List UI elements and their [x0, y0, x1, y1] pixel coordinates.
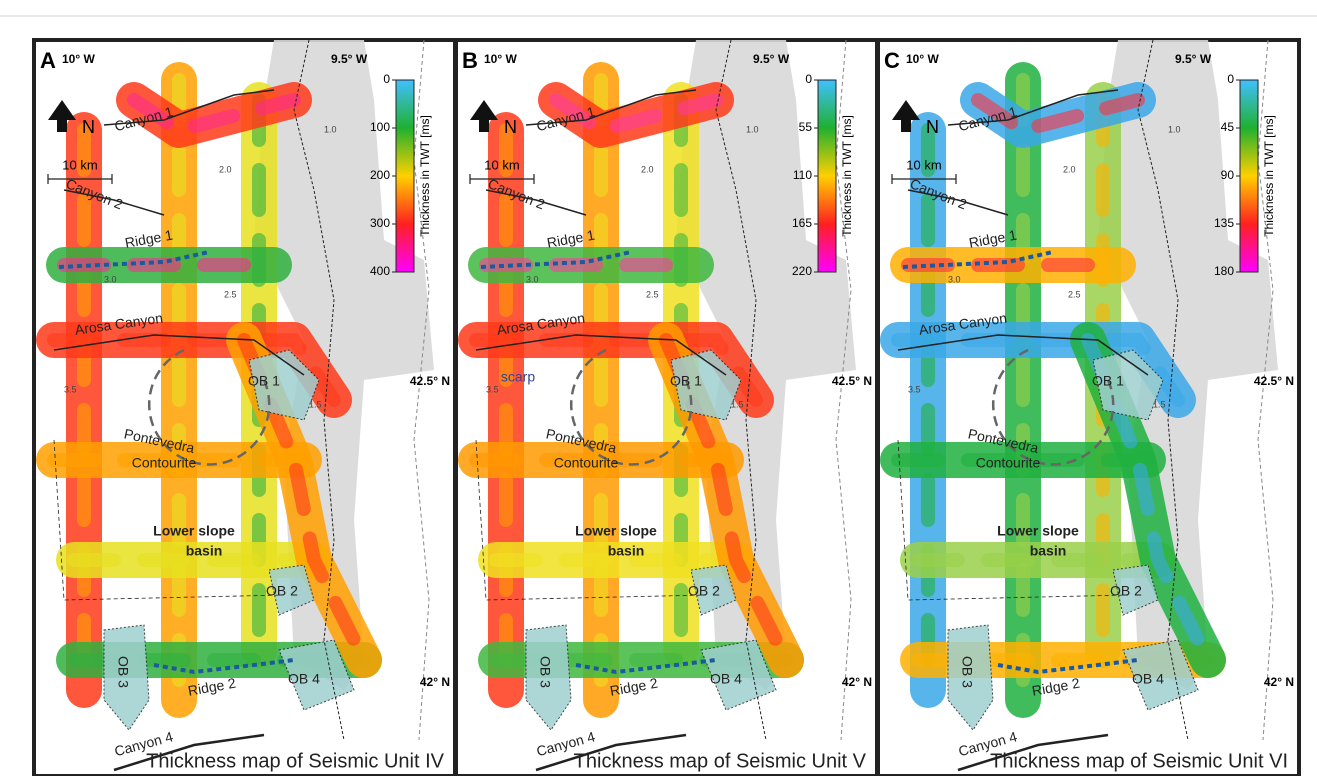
contour-label: 3.0 [526, 274, 539, 284]
feature-label: OB 4 [710, 671, 742, 687]
feature-label: OB 3 [959, 656, 975, 688]
colorbar-title: Thickness in TWT [ms] [418, 115, 432, 237]
panel-letter: B [462, 48, 478, 73]
feature-label: Contourite [132, 455, 197, 471]
feature-label: basin [186, 543, 223, 559]
scale-label: 10 km [484, 157, 519, 172]
contour-label: 3.5 [908, 384, 921, 394]
map-panel: B 10° W 9.5° W 42.5° N 42° N N 10 km 0 55 110 165 2… [456, 40, 877, 776]
scale-label: 10 km [62, 157, 97, 172]
contour-label: 1.0 [324, 124, 337, 134]
feature-label: OB 4 [288, 671, 320, 687]
scale-label: 10 km [906, 157, 941, 172]
colorbar-title: Thickness in TWT [ms] [840, 115, 854, 237]
contour-label: 1.5 [309, 399, 322, 409]
colorbar-title: Thickness in TWT [ms] [1262, 115, 1276, 237]
longitude-label: 10° W [484, 52, 517, 66]
longitude-label: 10° W [906, 52, 939, 66]
feature-label: OB 2 [1110, 583, 1142, 599]
contour-label: 1.0 [1168, 124, 1181, 134]
north-label: N [504, 117, 517, 137]
contour-label: 2.5 [646, 289, 659, 299]
contour-label: 2.0 [1063, 164, 1076, 174]
latitude-label: 42.5° N [1254, 374, 1294, 388]
figure: A 10° W 9.5° W 42.5° N 42° N N 10 km 0 100 200 300… [0, 0, 1317, 776]
colorbar-tick-label: 200 [370, 168, 390, 182]
colorbar-tick-label: 400 [370, 264, 390, 278]
longitude-label: 9.5° W [753, 52, 790, 66]
feature-label: OB 3 [537, 656, 553, 688]
contour-label: 2.0 [641, 164, 654, 174]
feature-label: OB 4 [1132, 671, 1164, 687]
north-label: N [926, 117, 939, 137]
feature-label: Contourite [976, 455, 1041, 471]
contour-label: 2.0 [219, 164, 232, 174]
colorbar-tick-label: 100 [370, 120, 390, 134]
longitude-label: 9.5° W [1175, 52, 1212, 66]
feature-label: OB 1 [248, 373, 280, 389]
colorbar-tick-label: 135 [1214, 216, 1234, 230]
colorbar-tick-label: 55 [799, 120, 813, 134]
longitude-label: 10° W [62, 52, 95, 66]
feature-label: OB 3 [115, 656, 131, 688]
colorbar [396, 80, 414, 272]
contour-label: 1.5 [1153, 399, 1166, 409]
feature-label: basin [608, 543, 645, 559]
colorbar-tick-label: 45 [1221, 120, 1235, 134]
north-label: N [82, 117, 95, 137]
contour-label: 3.5 [64, 384, 77, 394]
latitude-label: 42° N [420, 675, 450, 689]
feature-label: Lower slope [153, 523, 235, 539]
caption: Thickness map of Seismic Unit IV [146, 750, 445, 772]
latitude-label: 42° N [842, 675, 872, 689]
colorbar-tick-label: 300 [370, 216, 390, 230]
caption: Thickness map of Seismic Unit V [574, 750, 867, 772]
colorbar-tick-label: 0 [1227, 72, 1234, 86]
contour-label: 3.0 [948, 274, 961, 284]
contour-label: 3.5 [486, 384, 499, 394]
feature-label: Lower slope [575, 523, 657, 539]
panel-letter: A [40, 48, 56, 73]
feature-label: Lower slope [997, 523, 1079, 539]
contour-label: 3.0 [104, 274, 117, 284]
feature-label: basin [1030, 543, 1067, 559]
feature-label: scarp [501, 369, 535, 385]
contour-label: 1.0 [746, 124, 759, 134]
contour-label: 2.5 [1068, 289, 1081, 299]
colorbar-tick-label: 0 [805, 72, 812, 86]
contour-label: 2.5 [224, 289, 237, 299]
colorbar-tick-label: 110 [793, 168, 812, 182]
feature-label: OB 2 [266, 583, 298, 599]
feature-label: OB 1 [670, 373, 702, 389]
feature-label: OB 2 [688, 583, 720, 599]
map-panel: A 10° W 9.5° W 42.5° N 42° N N 10 km 0 100 200 300… [34, 40, 455, 776]
panel-letter: C [884, 48, 900, 73]
latitude-label: 42° N [1264, 675, 1294, 689]
feature-label: OB 1 [1092, 373, 1124, 389]
colorbar [1240, 80, 1258, 272]
contour-label: 1.5 [731, 399, 744, 409]
colorbar [818, 80, 836, 272]
latitude-label: 42.5° N [832, 374, 872, 388]
colorbar-tick-label: 0 [383, 72, 390, 86]
latitude-label: 42.5° N [410, 374, 450, 388]
longitude-label: 9.5° W [331, 52, 368, 66]
caption: Thickness map of Seismic Unit VI [990, 750, 1288, 772]
feature-label: Contourite [554, 455, 619, 471]
colorbar-tick-label: 90 [1221, 168, 1235, 182]
colorbar-tick-label: 165 [792, 216, 812, 230]
colorbar-tick-label: 180 [1214, 264, 1234, 278]
map-panel: C 10° W 9.5° W 42.5° N 42° N N 10 km 0 45 90 135 18… [878, 40, 1299, 776]
colorbar-tick-label: 220 [792, 264, 812, 278]
